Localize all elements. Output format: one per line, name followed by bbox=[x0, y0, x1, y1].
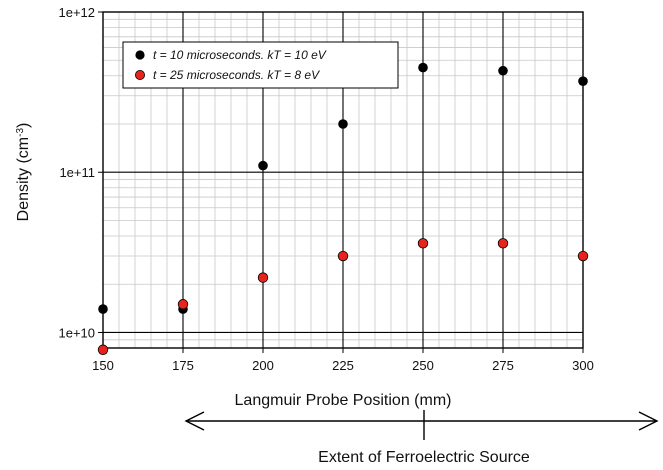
data-point-series-2 bbox=[337, 250, 349, 262]
extent-arrow-left-head bbox=[184, 411, 205, 431]
data-point-series-1 bbox=[98, 304, 108, 314]
data-points bbox=[97, 62, 589, 355]
x-axis-label: Langmuir Probe Position (mm) bbox=[235, 392, 452, 409]
y-tick-label: 1e+12 bbox=[58, 5, 95, 20]
y-axis-label: Density (cm-3) bbox=[15, 123, 33, 222]
x-tick-label: 300 bbox=[572, 358, 594, 373]
x-tick-labels: 150 175 200 225 250 275 300 bbox=[92, 358, 594, 373]
data-point-series-2 bbox=[497, 238, 509, 249]
x-tick-label: 275 bbox=[492, 358, 514, 373]
data-point-series-2 bbox=[257, 272, 269, 283]
x-tick-label: 225 bbox=[332, 358, 354, 373]
y-tick-label: 1e+11 bbox=[59, 165, 95, 180]
data-point-series-1 bbox=[498, 65, 508, 76]
extent-arrow-right-head bbox=[638, 411, 659, 431]
legend-marker-series-1 bbox=[135, 50, 145, 60]
x-tick-label: 200 bbox=[252, 358, 274, 373]
extent-label: Extent of Ferroelectric Source bbox=[318, 449, 530, 466]
data-point-series-1 bbox=[578, 76, 588, 86]
extent-arrow bbox=[184, 410, 659, 440]
x-tick-label: 175 bbox=[172, 358, 194, 373]
legend-box bbox=[122, 41, 399, 89]
data-point-series-2 bbox=[417, 238, 429, 249]
data-point-series-2 bbox=[577, 250, 589, 262]
x-tick-label: 250 bbox=[412, 358, 434, 373]
y-tick-labels: 1e+10 1e+11 1e+12 bbox=[58, 5, 95, 340]
x-tick-label: 150 bbox=[92, 358, 114, 373]
data-point-series-1 bbox=[418, 62, 428, 73]
legend-marker-series-2 bbox=[134, 70, 145, 81]
legend-label-series-2: t = 25 microseconds. kT = 8 eV bbox=[153, 68, 320, 82]
data-point-series-1 bbox=[338, 119, 348, 129]
data-point-series-2 bbox=[177, 299, 189, 310]
y-tick-label: 1e+10 bbox=[58, 325, 95, 340]
data-point-series-2 bbox=[97, 344, 109, 355]
legend: t = 10 microseconds. kT = 10 eV t = 25 m… bbox=[122, 41, 399, 89]
data-point-series-1 bbox=[258, 160, 268, 171]
legend-label-series-1: t = 10 microseconds. kT = 10 eV bbox=[153, 48, 327, 62]
